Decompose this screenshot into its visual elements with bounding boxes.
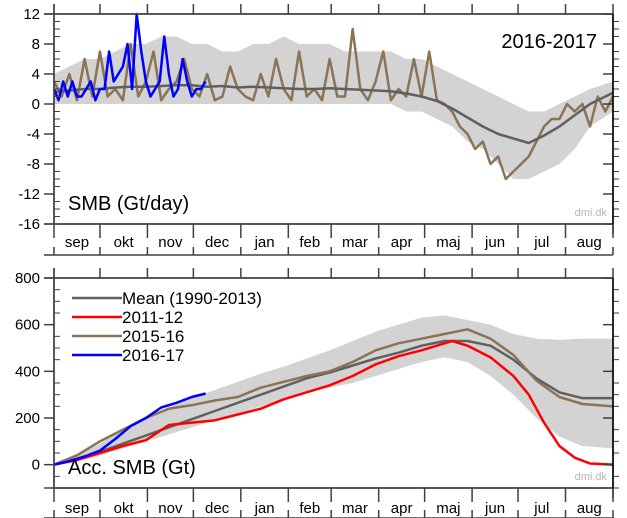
month-label-jan: jan [254, 500, 275, 517]
y-tick-label: -16 [18, 216, 40, 233]
month-label-okt: okt [114, 234, 135, 251]
month-label-jun: jun [484, 500, 505, 517]
legend-label-2011-12: 2011-12 [122, 308, 183, 327]
y-tick-label: 400 [15, 363, 40, 380]
series-line-2011-12 [53, 339, 614, 466]
legend-label-2015-16: 2015-16 [122, 327, 184, 346]
y-tick-label: 0 [32, 96, 40, 113]
month-label-dec: dec [205, 500, 230, 517]
y-tick-label: 0 [32, 457, 40, 474]
month-label-feb: feb [299, 234, 320, 251]
month-label-jul: jul [533, 234, 549, 251]
range-band [54, 315, 613, 465]
series-line-mean-1990-2013 [53, 84, 614, 145]
y-tick-label: 200 [15, 410, 40, 427]
y-tick-label: 600 [15, 317, 40, 334]
daily-smb-panel: 12 8 4 0 -4 -8 -12 -16 sep okt nov dec jan feb mar apr m… [18, 4, 619, 256]
month-label-aug: aug [577, 500, 602, 517]
y-tick-label: -12 [18, 186, 40, 203]
legend-label-mean-1990-2013: Mean (1990-2013) [122, 289, 262, 308]
month-label-maj: maj [436, 500, 460, 517]
month-label-jun: jun [484, 234, 505, 251]
month-label-jan: jan [254, 234, 275, 251]
month-label-sep: sep [65, 234, 89, 251]
legend-label-2016-17: 2016-17 [122, 346, 184, 365]
credit-label: dmi.dk [575, 207, 608, 219]
month-label-okt: okt [114, 500, 135, 517]
y-tick-label: -4 [27, 126, 40, 143]
y-tick-label: 8 [32, 36, 40, 53]
y-tick-label: 800 [15, 270, 40, 287]
month-label-dec: dec [205, 234, 230, 251]
month-label-mar: mar [342, 234, 368, 251]
series-line-2015-16 [52, 27, 615, 181]
accumulated-smb-panel: 800 600 400 200 0 sep okt nov dec jan feb mar apr maj… [15, 268, 619, 518]
month-label-feb: feb [299, 500, 320, 517]
month-label-jul: jul [533, 500, 549, 517]
credit-label: dmi.dk [575, 471, 608, 483]
month-label-sep: sep [65, 500, 89, 517]
chart-title: 2016-2017 [501, 31, 597, 53]
month-label-nov: nov [158, 500, 183, 517]
month-label-aug: aug [577, 234, 602, 251]
series-line-2016-17 [53, 392, 206, 466]
month-label-nov: nov [158, 234, 183, 251]
y-tick-label: 12 [23, 6, 40, 23]
month-label-mar: mar [342, 500, 368, 517]
month-label-apr: apr [391, 234, 413, 251]
month-label-apr: apr [391, 500, 413, 517]
month-label-maj: maj [436, 234, 460, 251]
series-line-2016-17 [52, 12, 207, 102]
y-axis-label: Acc. SMB (Gt) [68, 457, 196, 479]
y-tick-label: 4 [32, 66, 40, 83]
y-axis-label: SMB (Gt/day) [68, 193, 189, 215]
y-tick-label: -8 [27, 156, 40, 173]
